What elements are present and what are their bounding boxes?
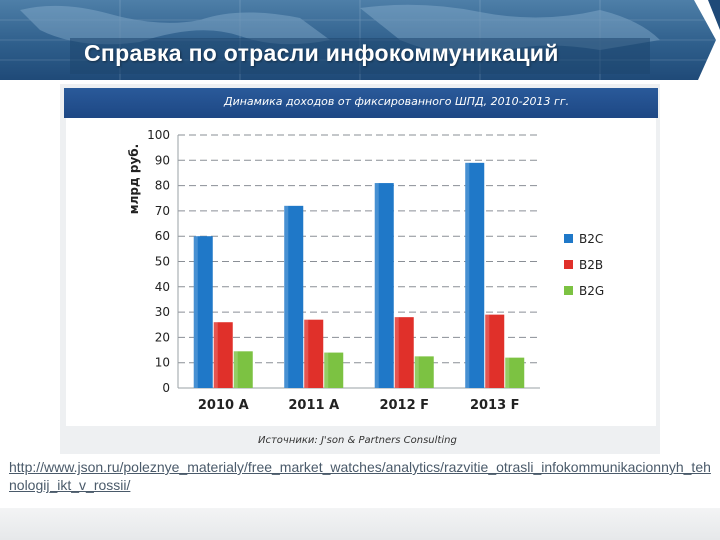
legend-label-b2b: B2B <box>579 258 603 272</box>
bar-b2c <box>284 205 304 388</box>
bottom-strip <box>0 508 720 540</box>
y-tick-label: 80 <box>155 179 170 193</box>
chart-source: Источники: J'son & Partners Consulting <box>258 435 457 446</box>
y-tick-label: 30 <box>155 305 170 319</box>
bar-b2g <box>505 357 525 388</box>
bar-highlight <box>324 352 329 388</box>
bar-b2g <box>414 356 434 388</box>
chart-header-bar <box>64 88 658 118</box>
y-tick-label: 70 <box>155 204 170 218</box>
bar-b2c <box>374 183 394 388</box>
corner-logo-icon <box>694 0 720 80</box>
bar-highlight <box>304 319 309 388</box>
x-tick-label: 2010 A <box>198 398 249 413</box>
bar-highlight <box>465 162 470 388</box>
bar-b2c <box>465 162 485 388</box>
legend-swatch-b2c <box>564 234 573 243</box>
bar-highlight <box>374 183 379 388</box>
y-tick-label: 40 <box>155 280 170 294</box>
x-tick-label: 2013 F <box>470 398 520 413</box>
bar-highlight <box>284 205 289 388</box>
legend-swatch-b2g <box>564 286 573 295</box>
y-tick-label: 100 <box>147 128 170 142</box>
legend-label-b2g: B2G <box>579 284 604 298</box>
bar-highlight <box>414 356 419 388</box>
title-band <box>70 38 650 74</box>
y-tick-label: 0 <box>162 381 170 395</box>
source-link[interactable]: http://www.json.ru/poleznye_materialy/fr… <box>9 459 711 493</box>
bar-highlight <box>394 317 399 388</box>
bar-b2b <box>485 314 505 388</box>
bar-b2g <box>233 351 253 388</box>
x-tick-label: 2011 A <box>288 398 339 413</box>
chart-title: Динамика доходов от фиксированного ШПД, … <box>224 95 570 108</box>
bar-highlight <box>233 351 238 388</box>
bar-highlight <box>193 236 198 388</box>
bar-highlight <box>213 322 218 388</box>
chart-panel: 0 10 20 30 40 50 60 70 80 90 100 млрд руб. 2010 A 201… <box>66 118 656 426</box>
bar-b2b <box>213 322 233 388</box>
bar-highlight <box>505 357 510 388</box>
y-axis-label: млрд руб. <box>127 144 141 214</box>
slide-header: Справка по отрасли инфокоммуникаций <box>0 0 720 80</box>
x-tick-label: 2012 F <box>379 398 429 413</box>
y-tick-label: 20 <box>155 330 170 344</box>
bar-b2b <box>394 317 414 388</box>
bar-chart: 0 10 20 30 40 50 60 70 80 90 100 млрд руб. 2010 A 201… <box>127 128 604 413</box>
y-tick-label: 10 <box>155 356 170 370</box>
bar-highlight <box>485 314 490 388</box>
legend-swatch-b2b <box>564 260 573 269</box>
bar-b2g <box>324 352 344 388</box>
y-tick-label: 50 <box>155 255 170 269</box>
y-tick-label: 60 <box>155 229 170 243</box>
bar-b2c <box>193 236 213 388</box>
legend-label-b2c: B2C <box>579 232 603 246</box>
bar-b2b <box>304 319 324 388</box>
slide-title: Справка по отрасли инфокоммуникаций <box>84 40 559 66</box>
y-tick-label: 90 <box>155 153 170 167</box>
